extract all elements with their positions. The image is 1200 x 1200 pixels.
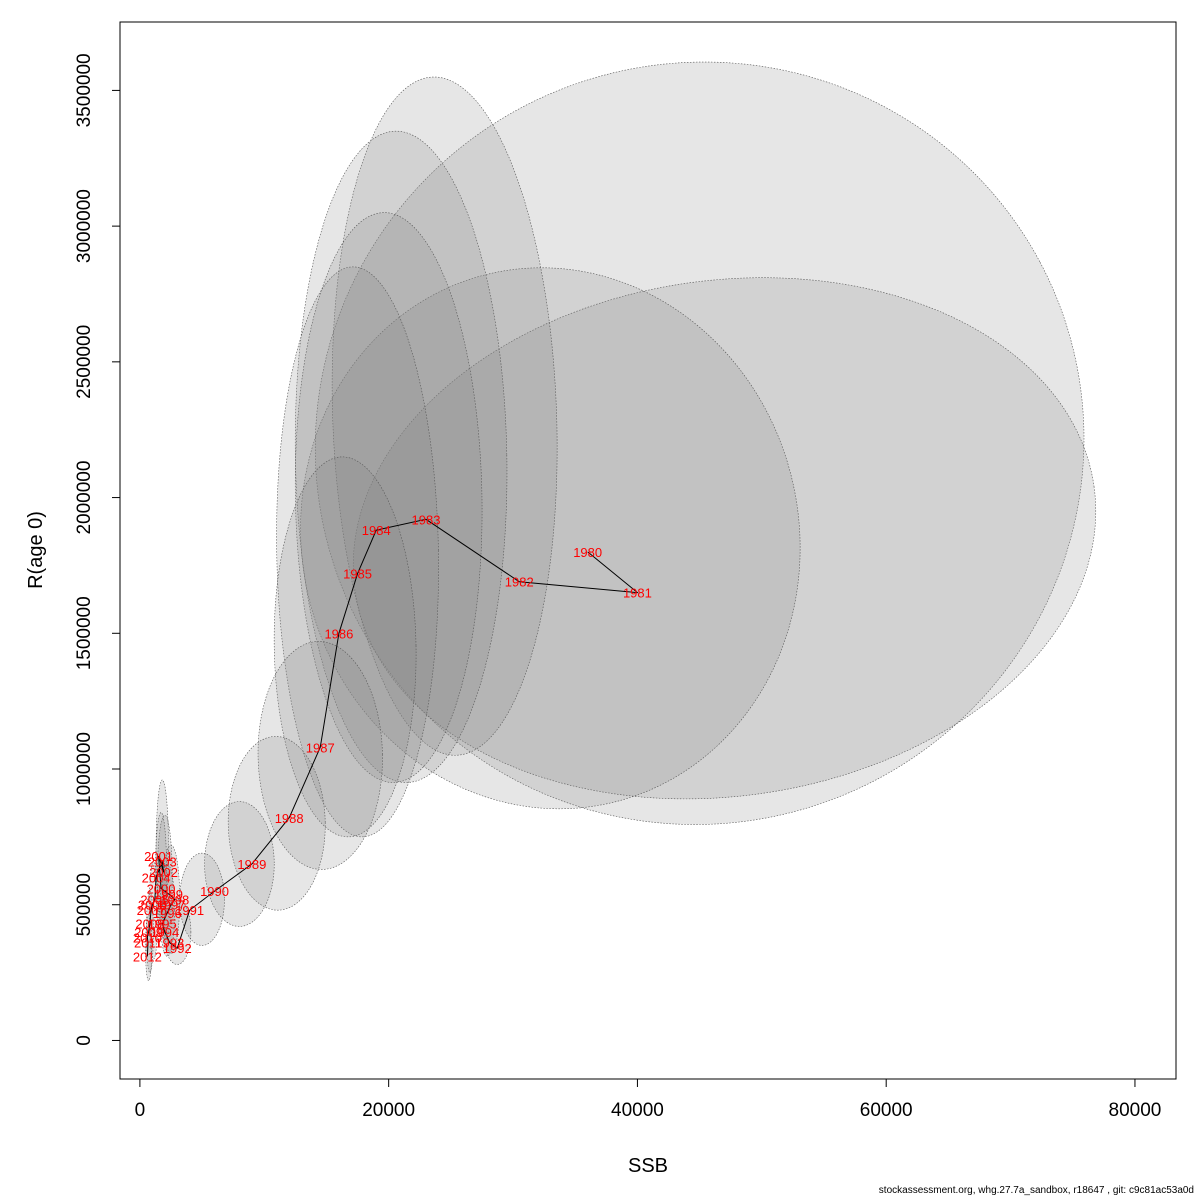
x-tick-label: 0 bbox=[135, 1100, 146, 1121]
year-label-1982: 1982 bbox=[505, 575, 534, 590]
year-label-1990: 1990 bbox=[200, 884, 229, 899]
y-tick-label: 2500000 bbox=[74, 325, 95, 399]
confidence-ellipse-1983 bbox=[331, 76, 558, 756]
x-tick-label: 40000 bbox=[611, 1100, 664, 1121]
y-axis: 0 500000 1000000 1500000 2000000 2500000 30000… bbox=[74, 53, 121, 1046]
confidence-ellipse-1990 bbox=[204, 801, 275, 927]
confidence-ellipse-1991 bbox=[179, 852, 225, 946]
y-tick-label: 500000 bbox=[74, 873, 95, 936]
year-label-2010: 2010 bbox=[133, 930, 162, 945]
footer-credit: stockassessment.org, whg.27.7a_sandbox, … bbox=[878, 1185, 1194, 1196]
year-label-1984: 1984 bbox=[362, 523, 391, 538]
year-label-1981: 1981 bbox=[623, 586, 652, 601]
x-axis-title: SSB bbox=[628, 1155, 668, 1177]
year-label-2008: 2008 bbox=[135, 917, 164, 932]
year-label-1986: 1986 bbox=[324, 626, 353, 641]
year-label-1995: 1995 bbox=[148, 917, 177, 932]
year-label-2002: 2002 bbox=[149, 865, 178, 880]
year-label-2009: 2009 bbox=[134, 925, 163, 940]
confidence-ellipse-1984 bbox=[294, 130, 508, 783]
series-line bbox=[146, 518, 640, 957]
x-axis: 0 20000 40000 60000 80000 bbox=[135, 1078, 1162, 1121]
y-tick-label: 3500000 bbox=[74, 53, 95, 127]
y-axis-title: R(age 0) bbox=[25, 511, 47, 589]
year-label-2012: 2012 bbox=[133, 949, 162, 964]
x-tick-label: 80000 bbox=[1109, 1100, 1162, 1121]
year-labels: 1980 1981 1982 1983 1984 1985 1986 1987 1988 1989… bbox=[133, 512, 652, 964]
y-tick-label: 1000000 bbox=[74, 732, 95, 806]
confidence-ellipse-1989 bbox=[227, 736, 326, 911]
y-tick-label: 1500000 bbox=[74, 596, 95, 670]
x-tick-label: 20000 bbox=[362, 1100, 415, 1121]
year-label-1989: 1989 bbox=[237, 857, 266, 872]
year-label-2005: 2005 bbox=[140, 892, 169, 907]
y-tick-label: 0 bbox=[74, 1035, 95, 1046]
year-label-2003: 2003 bbox=[148, 854, 177, 869]
year-label-2006: 2006 bbox=[138, 898, 167, 913]
confidence-ellipse-1998 bbox=[161, 844, 181, 954]
y-tick-label: 2000000 bbox=[74, 461, 95, 535]
confidence-ellipse-1988 bbox=[257, 641, 383, 870]
confidence-ellipse-1992 bbox=[163, 899, 192, 965]
confidence-ellipses bbox=[145, 61, 1097, 982]
x-tick-label: 60000 bbox=[860, 1100, 913, 1121]
confidence-ellipse-2003 bbox=[155, 812, 167, 933]
confidence-ellipse-2002 bbox=[157, 814, 173, 941]
year-label-2004: 2004 bbox=[142, 871, 171, 886]
year-label-2011: 2011 bbox=[134, 936, 162, 951]
year-label-1988: 1988 bbox=[275, 811, 304, 826]
confidence-ellipse-2012 bbox=[145, 915, 153, 982]
confidence-ellipse-1981 bbox=[352, 277, 1097, 800]
year-label-1998: 1998 bbox=[160, 892, 189, 907]
year-label-2001: 2001 bbox=[144, 849, 173, 864]
year-label-1997: 1997 bbox=[157, 898, 186, 913]
year-label-2007: 2007 bbox=[137, 903, 166, 918]
year-label-1996: 1996 bbox=[153, 906, 182, 921]
confidence-ellipse-1982 bbox=[300, 267, 801, 810]
year-label-1983: 1983 bbox=[412, 512, 441, 527]
year-label-2000: 2000 bbox=[147, 881, 176, 896]
confidence-ellipse-1996 bbox=[159, 863, 176, 957]
confidence-ellipse-1985 bbox=[294, 212, 483, 783]
year-label-1980: 1980 bbox=[573, 545, 602, 560]
stock-recruitment-path bbox=[146, 518, 640, 957]
year-label-1994: 1994 bbox=[150, 925, 179, 940]
year-label-1993: 1993 bbox=[155, 936, 184, 951]
y-tick-label: 3000000 bbox=[74, 189, 95, 263]
year-label-1985: 1985 bbox=[343, 567, 372, 582]
year-label-1999: 1999 bbox=[154, 887, 183, 902]
confidence-ellipse-1980 bbox=[314, 61, 1085, 825]
year-label-1992: 1992 bbox=[163, 941, 192, 956]
year-label-1991: 1991 bbox=[175, 903, 204, 918]
confidence-ellipse-1986 bbox=[276, 266, 439, 838]
year-label-1987: 1987 bbox=[306, 740, 335, 755]
